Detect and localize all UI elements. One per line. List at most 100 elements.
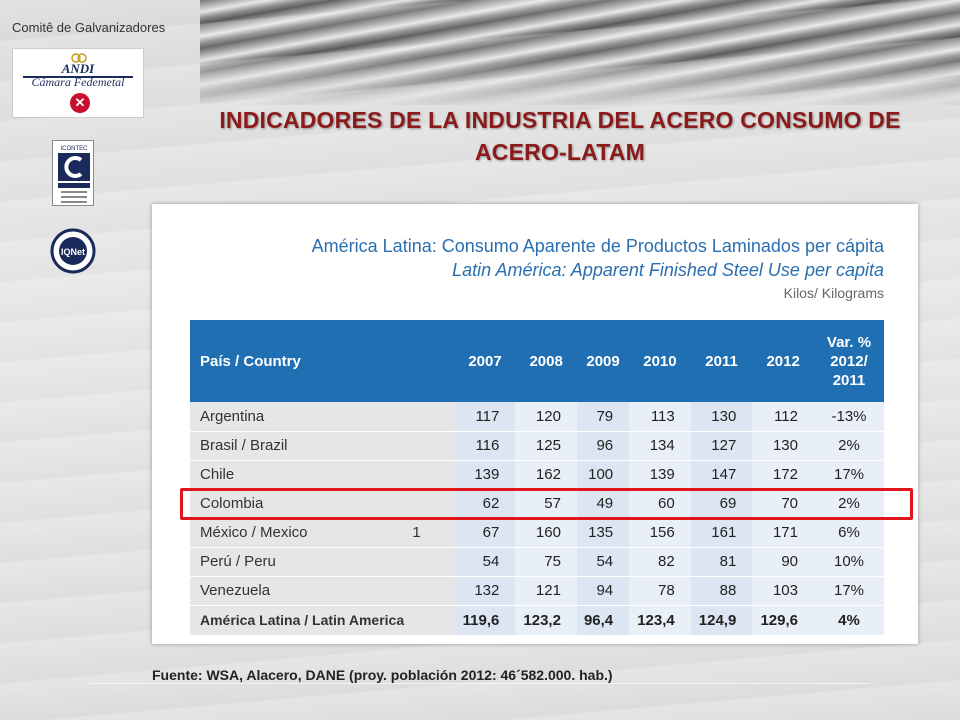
value-cell: 78 [629,576,691,606]
variation-cell: 2% [814,431,884,461]
total-value-cell: 96,4 [576,605,630,636]
total-value-cell: 123,4 [629,605,691,636]
header-2007: 2007 [454,320,516,402]
total-value-cell: 124,9 [690,605,753,636]
data-table-panel: América Latina: Consumo Aparente de Prod… [152,204,918,644]
value-cell: 112 [752,402,814,432]
table-row: Colombia 62 57 49 60 69 70 2% [190,489,884,519]
value-cell: 70 [752,489,814,519]
source-note: Fuente: WSA, Alacero, DANE (proy. poblac… [152,667,613,683]
logo-column: Comitê de Galvanizadores ANDI Cámara Fed… [0,0,168,290]
value-cell: 139 [454,460,516,490]
table-title-spanish: América Latina: Consumo Aparente de Prod… [311,236,884,256]
value-cell: 161 [690,518,753,548]
total-label: América Latina / Latin America [190,605,455,636]
total-value-cell: 123,2 [515,605,577,636]
country-name: Venezuela [200,582,271,599]
header-2012: 2012 [752,320,814,402]
andi-subtitle: Cámara Fedemetal [31,75,125,89]
value-cell: 57 [515,489,577,519]
value-cell: 127 [690,431,753,461]
value-cell: 116 [454,431,516,461]
table-row: México / Mexico 1 67 160 135 156 161 171 6% [190,518,884,548]
value-cell: 96 [576,431,630,461]
header-2009: 2009 [576,320,630,402]
country-name: Colombia [200,495,264,512]
header-2010: 2010 [629,320,691,402]
value-cell: 90 [752,547,814,577]
footnote-marker: 1 [412,524,421,541]
footer-divider [90,683,870,684]
value-cell: 135 [576,518,630,548]
table-title-english: Latin América: Apparent Finished Steel U… [452,260,884,280]
value-cell: 120 [515,402,577,432]
andi-underline [23,76,133,78]
value-cell: 156 [629,518,691,548]
iqnet-seal-icon: IQNet [50,228,96,274]
value-cell: 147 [690,460,753,490]
value-cell: 134 [629,431,691,461]
variation-cell: 17% [814,460,884,490]
value-cell: 79 [576,402,630,432]
value-cell: 88 [690,576,753,606]
variation-cell: 2% [814,489,884,519]
total-variation-cell: 4% [814,605,884,636]
value-cell: 171 [752,518,814,548]
country-cell: Brasil / Brazil [190,431,455,461]
header-2011: 2011 [690,320,753,402]
value-cell: 130 [752,431,814,461]
andi-emblem-icon [71,53,87,63]
variation-cell: 6% [814,518,884,548]
country-cell: Chile [190,460,455,490]
value-cell: 60 [629,489,691,519]
table-header-row: País / Country 2007 2008 2009 2010 2011 … [190,320,884,402]
value-cell: 54 [576,547,630,577]
country-cell: Argentina [190,402,455,432]
value-cell: 125 [515,431,577,461]
table-row: Venezuela 132 121 94 78 88 103 17% [190,576,884,606]
table-row: Argentina 117 120 79 113 130 112 -13% [190,402,884,432]
country-name: Perú / Peru [200,553,276,570]
andi-logo: ANDI Cámara Fedemetal ✕ [12,48,144,118]
value-cell: 67 [454,518,516,548]
value-cell: 62 [454,489,516,519]
value-cell: 132 [454,576,516,606]
country-cell: Colombia [190,489,455,519]
andi-name: ANDI [61,61,95,76]
value-cell: 94 [576,576,630,606]
header-country: País / Country [190,320,455,402]
table-row: Chile 139 162 100 139 147 172 17% [190,460,884,490]
table-row: Brasil / Brazil 116 125 96 134 127 130 2% [190,431,884,461]
value-cell: 69 [690,489,753,519]
country-name: México / Mexico [200,524,308,541]
value-cell: 130 [690,402,753,432]
country-cell: Perú / Peru [190,547,455,577]
steel-consumption-table: País / Country 2007 2008 2009 2010 2011 … [190,320,884,636]
country-name: Chile [200,466,235,483]
value-cell: 54 [454,547,516,577]
table-units: Kilos/ Kilograms [783,285,884,301]
variation-cell: 17% [814,576,884,606]
variation-cell: 10% [814,547,884,577]
variation-cell: -13% [814,402,884,432]
value-cell: 103 [752,576,814,606]
svg-text:IQNet: IQNet [61,247,85,257]
total-value-cell: 119,6 [454,605,516,636]
value-cell: 121 [515,576,577,606]
header-photo [200,0,960,105]
country-cell: Venezuela [190,576,455,606]
committee-name: Comitê de Galvanizadores [12,20,166,35]
slide-title: INDICADORES DE LA INDUSTRIA DEL ACERO CO… [219,107,901,165]
iqnet-certification-logo: IQNet [50,228,96,274]
table-row: Perú / Peru 54 75 54 82 81 90 10% [190,547,884,577]
value-cell: 49 [576,489,630,519]
country-name: Brasil / Brazil [200,437,288,454]
value-cell: 139 [629,460,691,490]
value-cell: 117 [454,402,516,432]
value-cell: 113 [629,402,691,432]
value-cell: 172 [752,460,814,490]
header-2008: 2008 [515,320,577,402]
value-cell: 75 [515,547,577,577]
header-var: Var. % 2012/ 2011 [814,320,884,402]
svg-text:ICONTEC: ICONTEC [61,146,89,152]
